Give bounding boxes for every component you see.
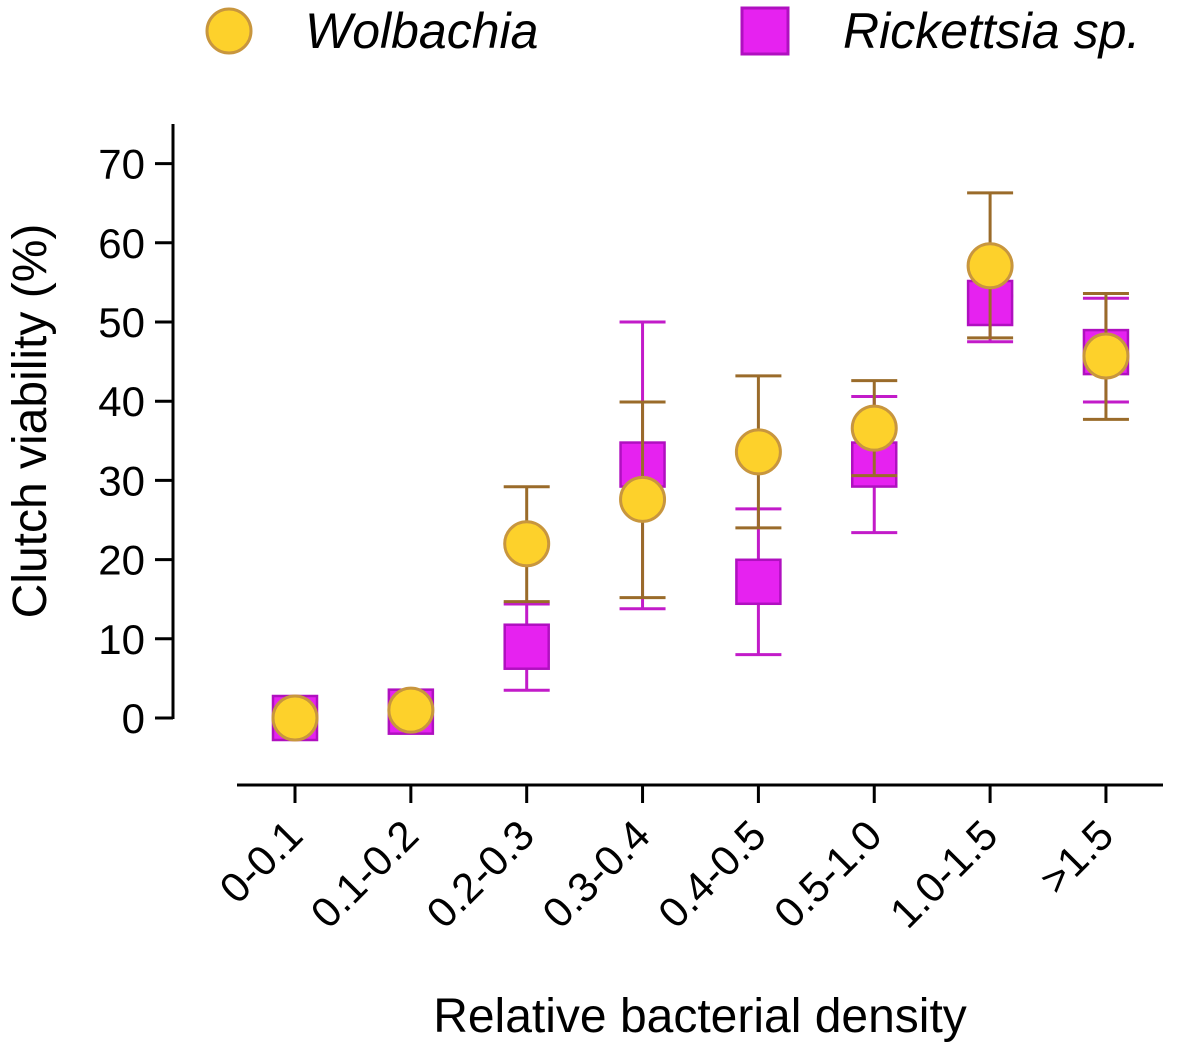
x-tick-label-6: 1.0-1.5 <box>881 811 1007 937</box>
x-ticks: 0-0.10.1-0.20.2-0.30.3-0.40.4-0.50.5-1.0… <box>210 785 1122 937</box>
x-tick-label-7: >1.5 <box>1030 811 1122 903</box>
x-tick-label-4: 0.4-0.5 <box>649 811 775 937</box>
rickettsia-point-4 <box>735 558 782 606</box>
wolbachia-point-7 <box>1082 332 1130 380</box>
x-tick-label-3: 0.3-0.4 <box>533 811 659 937</box>
x-axis-title: Relative bacterial density <box>433 990 967 1043</box>
y-tick-label-10: 10 <box>98 616 145 663</box>
rickettsia-point-2 <box>503 623 550 670</box>
y-tick-label-20: 20 <box>98 537 145 584</box>
legend: Wolbachia Rickettsia sp. <box>205 3 1140 59</box>
legend-label-rickettsia: Rickettsia sp. <box>843 3 1140 59</box>
legend-label-wolbachia: Wolbachia <box>305 3 538 59</box>
series-wolbachia <box>271 191 1130 742</box>
y-tick-label-0: 0 <box>122 695 145 742</box>
wolbachia-point-2 <box>503 520 551 568</box>
y-ticks: 0 10 20 30 40 50 60 70 <box>98 141 173 742</box>
x-tick-label-5: 0.5-1.0 <box>765 811 891 937</box>
series-rickettsia <box>271 279 1130 742</box>
y-axis-title: Clutch viability (%) <box>4 224 57 619</box>
wolbachia-point-1 <box>387 686 435 734</box>
legend-marker-rickettsia <box>740 6 790 56</box>
wolbachia-point-4 <box>734 428 782 476</box>
wolbachia-point-6 <box>966 242 1014 290</box>
x-tick-label-2: 0.2-0.3 <box>417 811 543 937</box>
axes: 0 10 20 30 40 50 60 70 0-0.10.1-0.20.2-0.30.3-0… <box>98 124 1163 937</box>
y-tick-label-70: 70 <box>98 141 145 188</box>
y-tick-label-60: 60 <box>98 220 145 267</box>
y-tick-label-50: 50 <box>98 299 145 346</box>
y-tick-label-30: 30 <box>98 457 145 504</box>
x-tick-label-0: 0-0.1 <box>210 811 311 912</box>
legend-marker-wolbachia <box>205 7 253 55</box>
wolbachia-point-0 <box>271 694 319 742</box>
wolbachia-point-5 <box>850 404 898 452</box>
x-tick-label-1: 0.1-0.2 <box>302 811 428 937</box>
y-tick-label-40: 40 <box>98 378 145 425</box>
wolbachia-point-3 <box>619 475 667 523</box>
